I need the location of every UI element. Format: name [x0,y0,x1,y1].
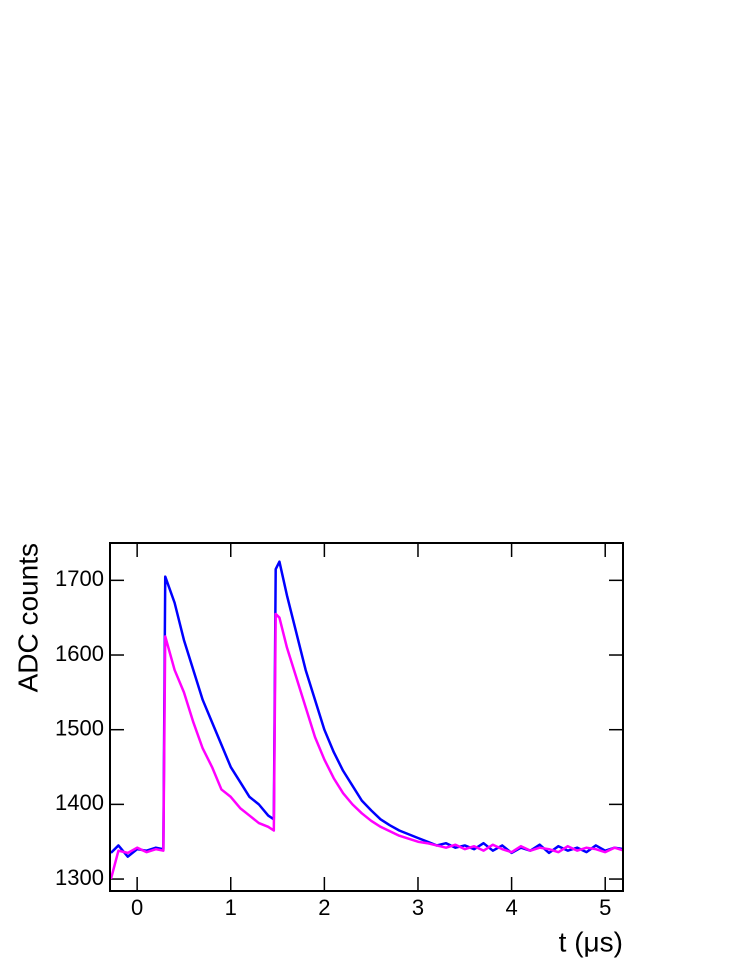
y-tick-label: 1400 [55,790,104,815]
y-tick-label: 1300 [55,865,104,890]
series-line [110,560,623,858]
plot-frame [109,542,624,892]
x-tick-label: 1 [225,895,237,920]
x-axis-label: t (μs) [559,926,623,957]
x-tick-label: 4 [505,895,517,920]
series-line [110,612,623,880]
x-tick-label: 5 [599,895,611,920]
x-tick-label: 0 [131,895,143,920]
y-tick-label: 1600 [55,641,104,666]
x-tick-label: 2 [318,895,330,920]
x-tick-label: 3 [412,895,424,920]
y-axis-label: ADC counts [12,543,43,692]
y-tick-label: 1500 [55,716,104,741]
y-tick-label: 1700 [55,566,104,591]
